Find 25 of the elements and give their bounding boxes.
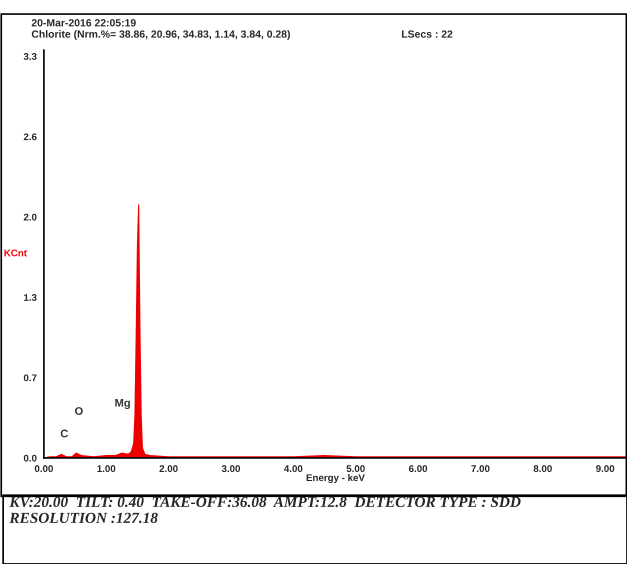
x-tick-label: 2.00 bbox=[159, 465, 178, 472]
text: KV:20.00 TILT: 0.40 TAKE-OFF:36.08 AMPT:12.8 DETECTOR TYPE : SDD RESOLUTION :127.18 bbox=[9, 496, 521, 524]
chart-subtitle: Chlorite (Nrm.%= 38.86, 20.96, 34.83, 1.14, 3.84, 0.28) bbox=[32, 30, 290, 40]
x-tick-label: 7.00 bbox=[471, 465, 490, 472]
x-tick-label: 4.00 bbox=[284, 465, 302, 472]
annotation: O bbox=[75, 407, 83, 415]
x-tick-label: 8.00 bbox=[534, 465, 552, 472]
y-tick-label: 0.0 bbox=[24, 454, 37, 462]
y-tick-label: 2.0 bbox=[24, 214, 37, 221]
x-tick-label: 6.00 bbox=[408, 465, 428, 472]
y-axis-title: KCnt bbox=[4, 250, 27, 256]
y-tick-label: 1.3 bbox=[24, 294, 37, 301]
x-tick-label: 5.00 bbox=[346, 465, 365, 472]
y-tick-label: 2.6 bbox=[24, 133, 37, 140]
text: LSecs : 22 bbox=[402, 30, 452, 38]
y-tick-label: 0.7 bbox=[24, 374, 37, 382]
chart-title: 20-Mar-2016 22:05:19 bbox=[32, 19, 136, 26]
x-tick-label: 3.00 bbox=[222, 465, 240, 472]
x-tick-label: 0.00 bbox=[34, 465, 53, 472]
x-tick-label: 1.00 bbox=[97, 465, 116, 472]
x-tick-label: 9.00 bbox=[596, 465, 614, 472]
annotation: Mg bbox=[115, 399, 130, 410]
x-axis-title: Energy - keV bbox=[306, 474, 365, 484]
y-tick-label: 3.3 bbox=[24, 53, 37, 60]
annotation: C bbox=[60, 430, 68, 438]
